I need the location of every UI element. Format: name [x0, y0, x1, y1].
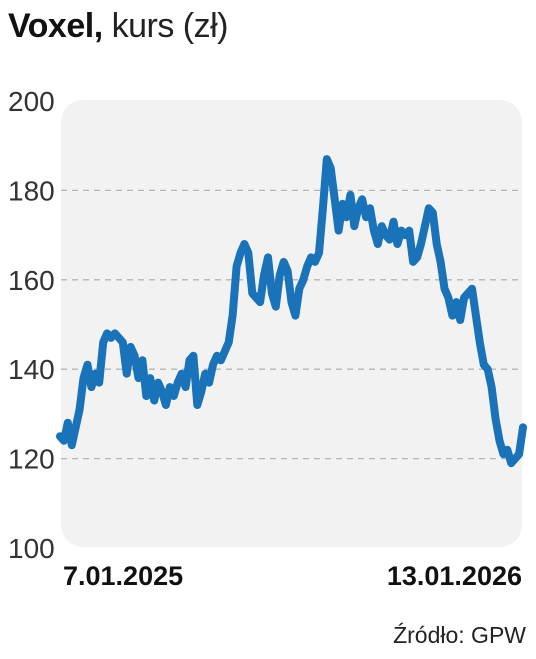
- source-note: Źródło: GPW: [393, 622, 526, 648]
- x-tick-label: 13.01.2026: [387, 561, 522, 591]
- plot-panel: [61, 100, 522, 547]
- y-tick-label: 100: [8, 533, 55, 564]
- y-tick-label: 200: [8, 86, 55, 117]
- y-tick-label: 180: [8, 175, 55, 206]
- y-tick-label: 140: [8, 354, 55, 385]
- y-tick-label: 120: [8, 444, 55, 475]
- series-line: [56, 155, 527, 468]
- y-tick-label: 160: [8, 265, 55, 296]
- chart-title-unit: kurs (zł): [111, 7, 229, 45]
- chart-title: Voxel, kurs (zł): [8, 4, 228, 48]
- x-tick-label: 7.01.2025: [63, 561, 183, 591]
- chart-title-name: Voxel,: [8, 7, 103, 45]
